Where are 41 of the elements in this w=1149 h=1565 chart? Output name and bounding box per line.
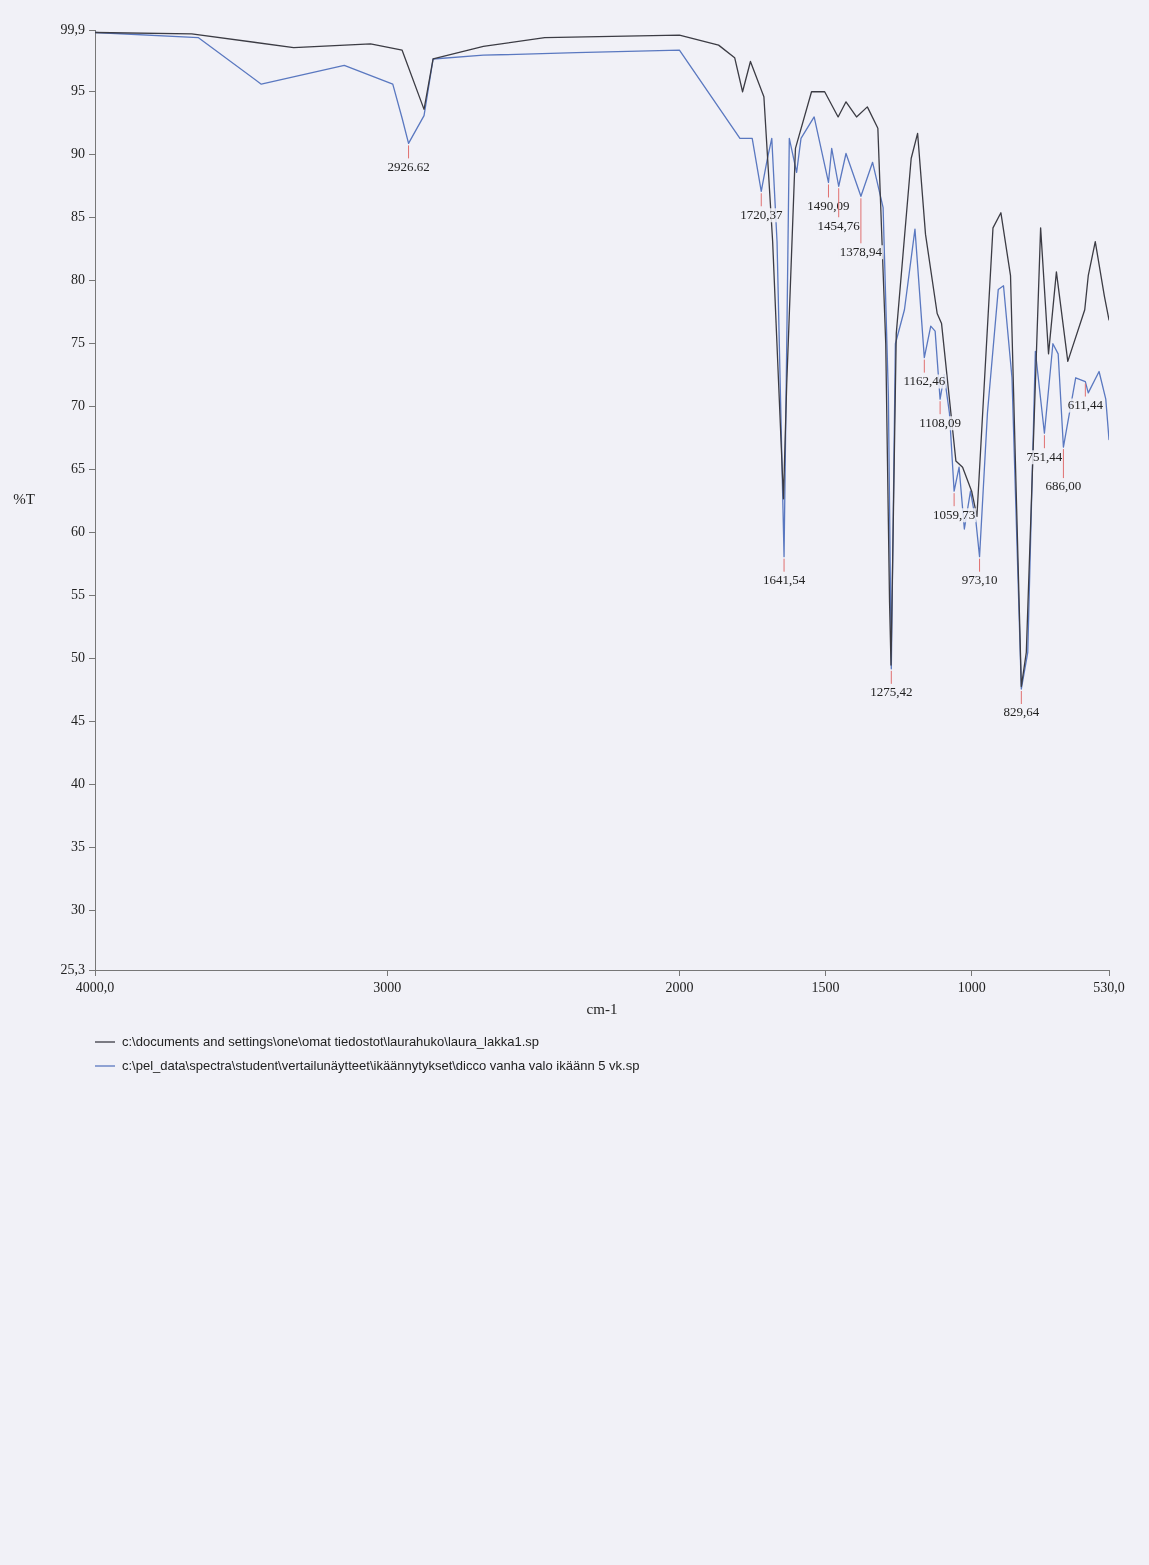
y-tick-label: 99,9 xyxy=(60,21,85,37)
y-tick-label: 55 xyxy=(71,587,85,603)
annotation: 829,64 xyxy=(1003,704,1040,720)
y-tick-label: 75 xyxy=(71,335,85,351)
y-axis-title: %T xyxy=(13,490,35,507)
x-tick-label: 530,0 xyxy=(1093,980,1125,996)
x-tick-label: 3000 xyxy=(373,980,402,996)
y-tick-label: 70 xyxy=(71,398,85,414)
legend-label: c:\documents and settings\one\omat tiedostot\laurahuko\laura_lakka1.sp xyxy=(122,1033,539,1049)
y-tick-label: 90 xyxy=(71,146,85,162)
y-tick-label: 30 xyxy=(71,902,85,918)
y-tick-label: 65 xyxy=(71,461,85,477)
annotation: 1720,37 xyxy=(740,206,783,222)
annotation: 611,44 xyxy=(1067,396,1104,412)
y-tick-label: 95 xyxy=(71,83,85,99)
annotation: 686,00 xyxy=(1045,478,1082,494)
y-tick-label: 40 xyxy=(71,776,85,792)
annotation: 1378,94 xyxy=(839,243,883,259)
y-tick-label: 25,3 xyxy=(60,961,85,977)
annotation: 751,44 xyxy=(1026,448,1063,464)
y-tick-label: 80 xyxy=(71,272,85,288)
x-tick-label: 4000,0 xyxy=(75,980,115,996)
annotation: 1454,76 xyxy=(817,217,861,233)
y-tick-label: 45 xyxy=(71,713,85,729)
annotation: 1490,09 xyxy=(807,197,850,213)
annotation: 1275,42 xyxy=(870,684,913,700)
annotation: 1059,73 xyxy=(933,506,976,522)
x-tick-label: 2000 xyxy=(665,980,694,996)
annotation: 1108,09 xyxy=(919,414,961,430)
x-axis-title: cm-1 xyxy=(586,1000,618,1017)
x-tick-label: 1000 xyxy=(957,980,986,996)
legend-label: c:\pel_data\spectra\student\vertailunäytteet\ikäännytykset\dicco vanha valo ikäänn 5 vk.sp xyxy=(122,1057,640,1073)
annotation: 1641,54 xyxy=(762,572,806,588)
x-tick-label: 1500 xyxy=(811,980,840,996)
annotation: 1162,46 xyxy=(903,373,946,389)
y-tick-label: 60 xyxy=(71,524,85,540)
y-tick-label: 50 xyxy=(71,650,85,666)
annotation: 973,10 xyxy=(961,572,998,588)
y-tick-label: 85 xyxy=(71,209,85,225)
y-tick-label: 35 xyxy=(71,839,85,855)
annotation: 2926.62 xyxy=(387,158,430,174)
